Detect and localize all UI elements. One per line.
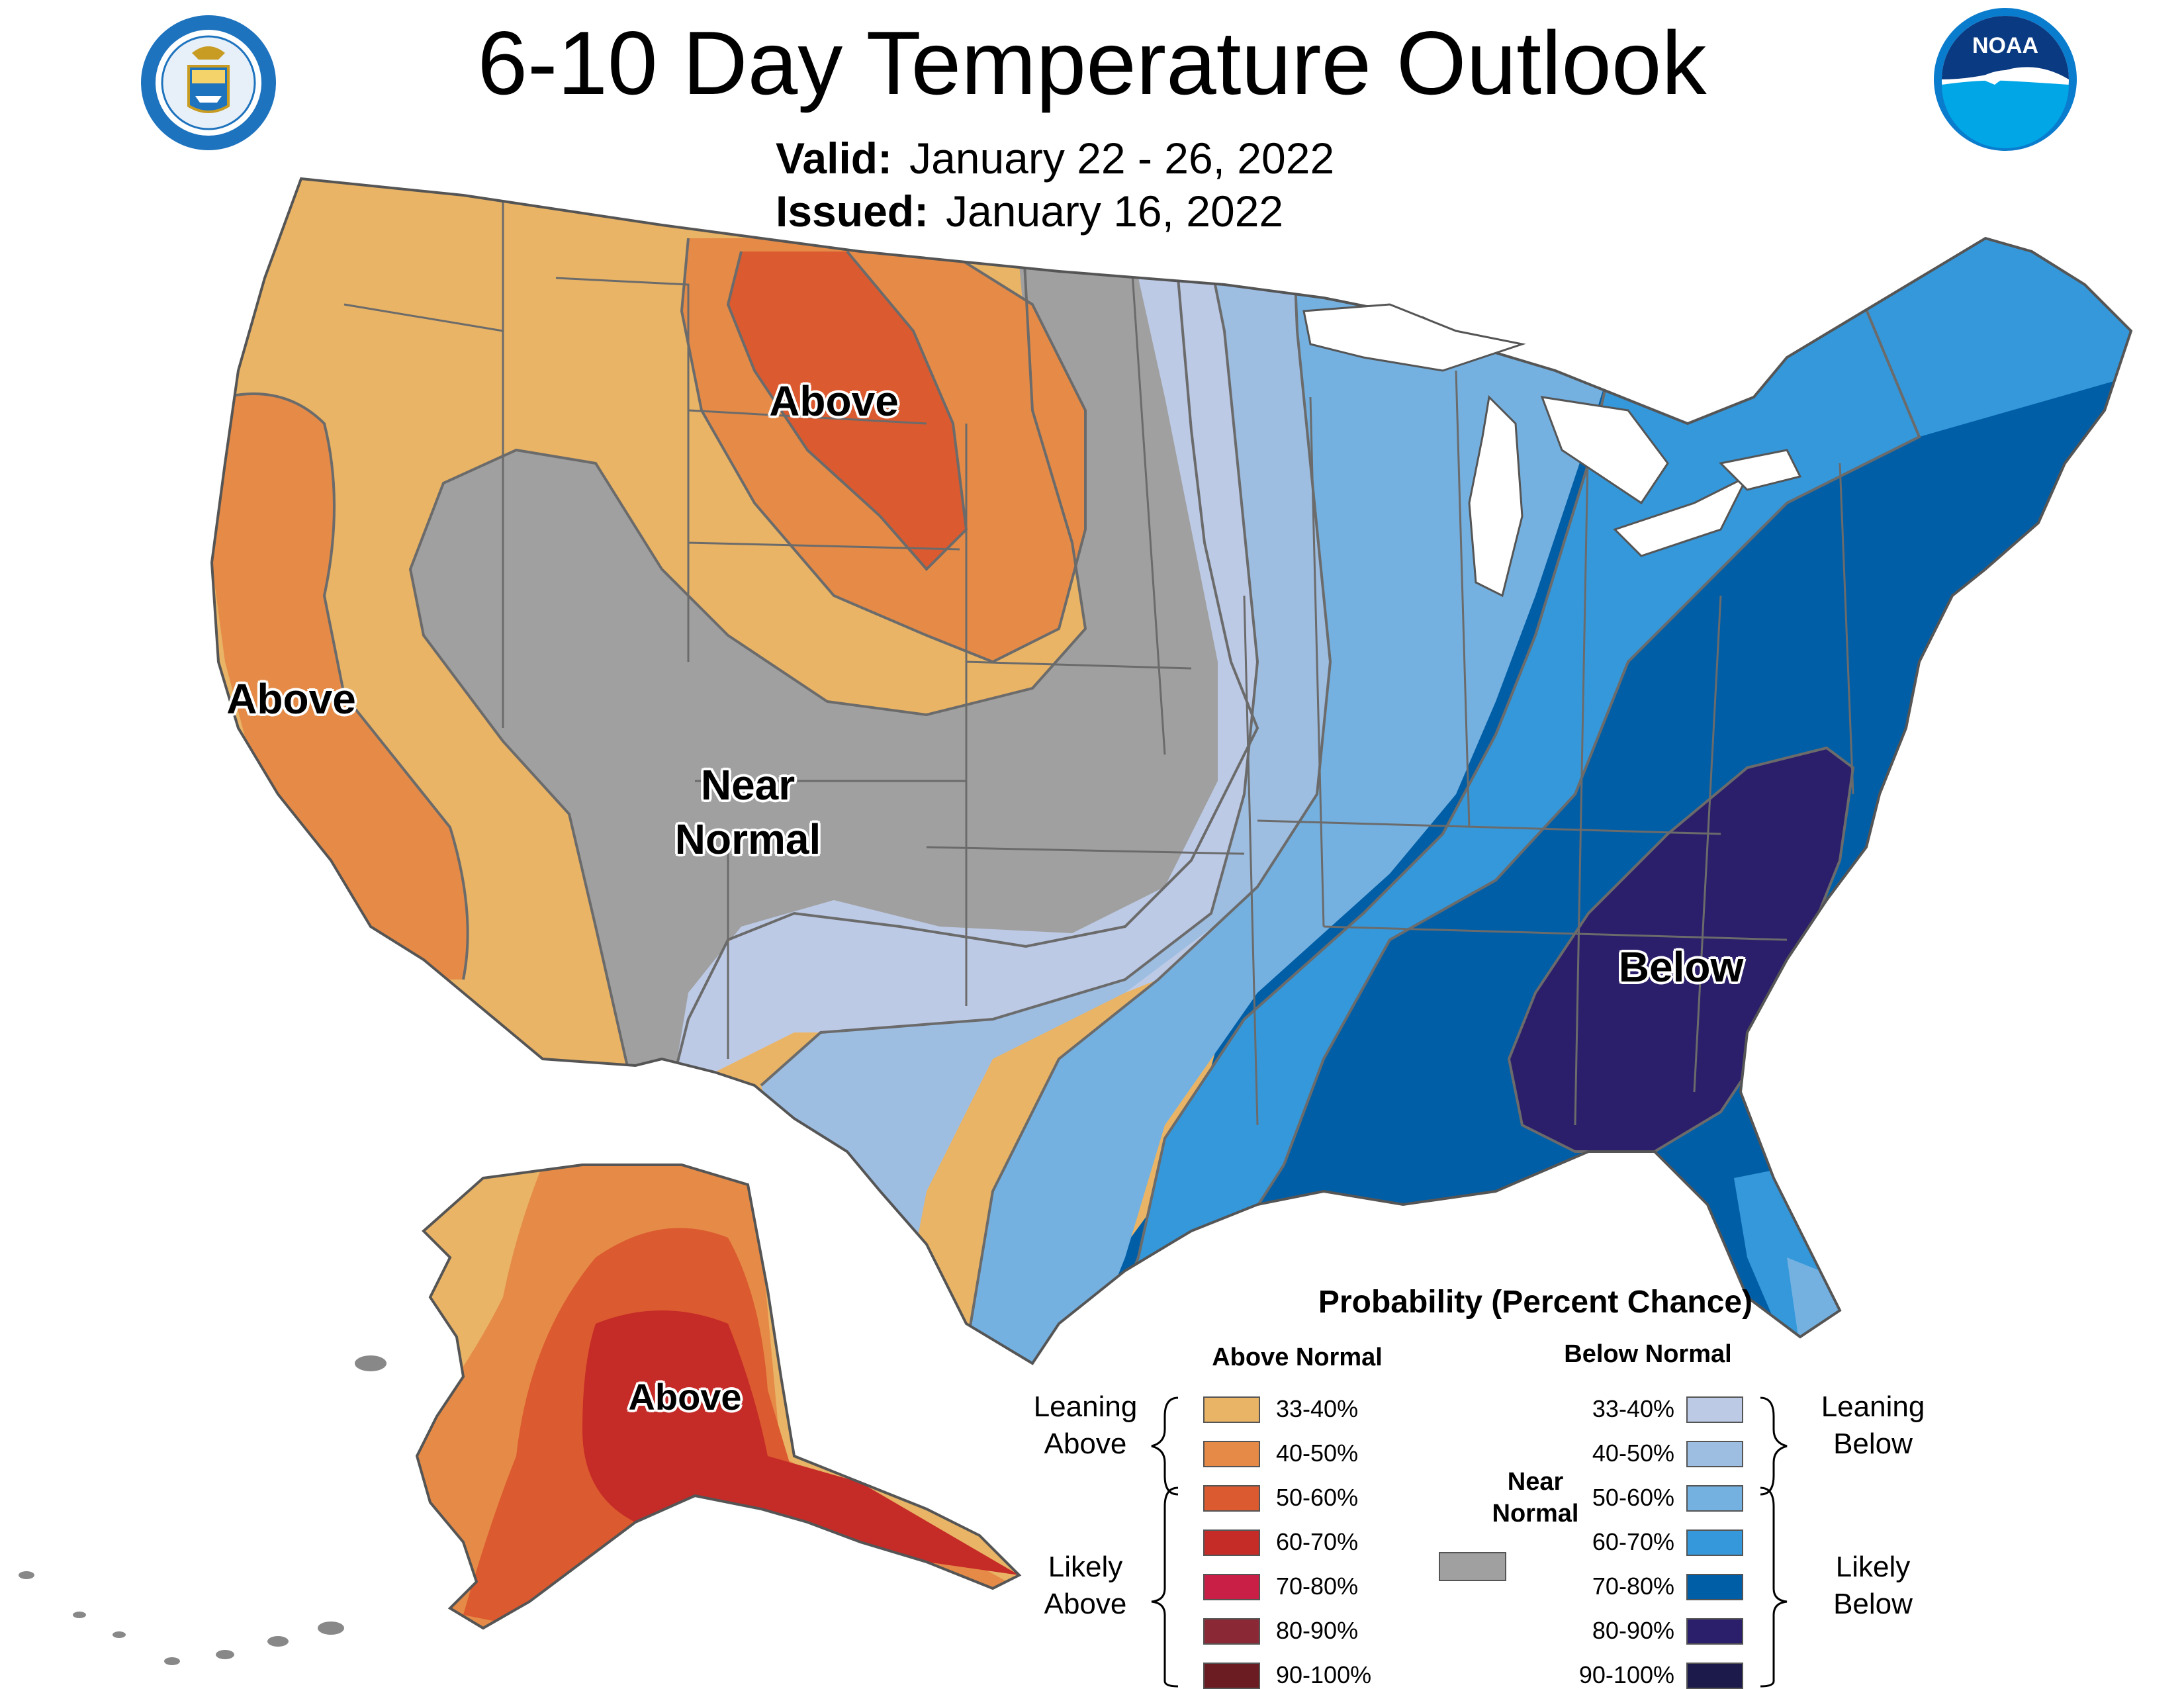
legend-above-swatch xyxy=(1203,1441,1260,1467)
legend-near-normal-swatch xyxy=(1439,1552,1506,1581)
legend-below-swatch xyxy=(1686,1574,1743,1600)
legend-below-swatch xyxy=(1686,1485,1743,1512)
legend-below-swatch xyxy=(1686,1618,1743,1645)
legend-above-range: 33-40% xyxy=(1276,1395,1359,1422)
great-lakes xyxy=(1302,303,1802,598)
legend-leaning-above-label: Leaning Above xyxy=(1013,1389,1158,1463)
legend-above-range: 60-70% xyxy=(1276,1528,1359,1555)
legend-near-line2: Normal xyxy=(1492,1500,1579,1528)
legend-above-range: 90-100% xyxy=(1276,1661,1372,1688)
legend-above-range: 70-80% xyxy=(1276,1573,1359,1600)
noaa-logo: NOAA xyxy=(1933,7,2078,152)
label-below-southeast: Below xyxy=(1618,943,1744,991)
legend-likely-below-line1: Likely xyxy=(1835,1551,1911,1583)
legend-below-swatch xyxy=(1686,1441,1743,1467)
valid-value: January 22 - 26, 2022 xyxy=(909,134,1335,183)
legend-leaning-below-line2: Below xyxy=(1833,1428,1913,1460)
state-boundaries xyxy=(343,179,1854,1126)
label-near-normal-line2: Normal xyxy=(674,815,821,863)
legend-below-range: 80-90% xyxy=(1592,1617,1674,1644)
issued-value: January 16, 2022 xyxy=(946,187,1284,236)
alaska-outline xyxy=(415,1164,1022,1630)
legend-above-swatch xyxy=(1203,1396,1260,1423)
legend-below-range: 60-70% xyxy=(1592,1528,1674,1555)
legend-leaning-above-line2: Above xyxy=(1044,1428,1127,1460)
legend-below-swatch xyxy=(1686,1396,1743,1423)
legend-below-range: 90-100% xyxy=(1578,1661,1674,1688)
label-above-west-coast: Above xyxy=(226,675,356,723)
legend-above-range: 80-90% xyxy=(1276,1617,1359,1644)
noaa-logo-text: NOAA xyxy=(1972,33,2038,58)
label-above-alaska: Above xyxy=(628,1376,742,1418)
legend-above-header: Above Normal xyxy=(1212,1344,1383,1371)
legend-above-swatch xyxy=(1203,1574,1260,1600)
legend-likely-below-label: Likely Below xyxy=(1800,1549,1946,1623)
page-title: 6-10 Day Temperature Outlook xyxy=(477,13,1707,113)
legend-below-range: 40-50% xyxy=(1592,1439,1674,1467)
issued-label: Issued: xyxy=(776,187,929,236)
legend-leaning-below-line1: Leaning xyxy=(1821,1391,1925,1423)
legend-below-range: 70-80% xyxy=(1592,1573,1674,1600)
legend-near-normal-label: Near Normal xyxy=(1436,1466,1635,1529)
legend-below-header: Below Normal xyxy=(1564,1340,1732,1368)
legend-above-swatch xyxy=(1203,1529,1260,1556)
legend-likely-below-line2: Below xyxy=(1833,1588,1913,1620)
legend-near-line1: Near xyxy=(1507,1468,1564,1496)
legend-likely-above-label: Likely Above xyxy=(1013,1549,1158,1623)
legend-title: Probability (Percent Chance) xyxy=(1318,1285,1753,1320)
legend-likely-above-line1: Likely xyxy=(1048,1551,1123,1583)
valid-dates: Valid: January 22 - 26, 2022 xyxy=(776,134,1334,183)
aleutian-islands xyxy=(19,1355,387,1665)
valid-label: Valid: xyxy=(776,134,893,183)
legend-above-swatch xyxy=(1203,1618,1260,1645)
issued-date: Issued: January 16, 2022 xyxy=(776,187,1283,236)
label-above-northern-plains: Above xyxy=(769,377,899,425)
legend-above-swatch xyxy=(1203,1485,1260,1512)
conus-outline xyxy=(210,177,2133,1365)
warm-anomaly-fills xyxy=(212,238,1085,980)
legend-below-range: 50-60% xyxy=(1592,1484,1674,1511)
legend-leaning-below-label: Leaning Below xyxy=(1800,1389,1946,1463)
department-of-commerce-seal xyxy=(139,13,278,152)
legend-above-range: 50-60% xyxy=(1276,1484,1359,1511)
legend-leaning-above-line1: Leaning xyxy=(1033,1391,1138,1423)
label-near-normal-line1: Near xyxy=(700,761,796,809)
legend-below-swatch xyxy=(1686,1529,1743,1556)
legend-likely-above-line2: Above xyxy=(1044,1588,1127,1620)
legend-above-range: 40-50% xyxy=(1276,1439,1359,1467)
legend-below-range: 33-40% xyxy=(1592,1395,1674,1422)
